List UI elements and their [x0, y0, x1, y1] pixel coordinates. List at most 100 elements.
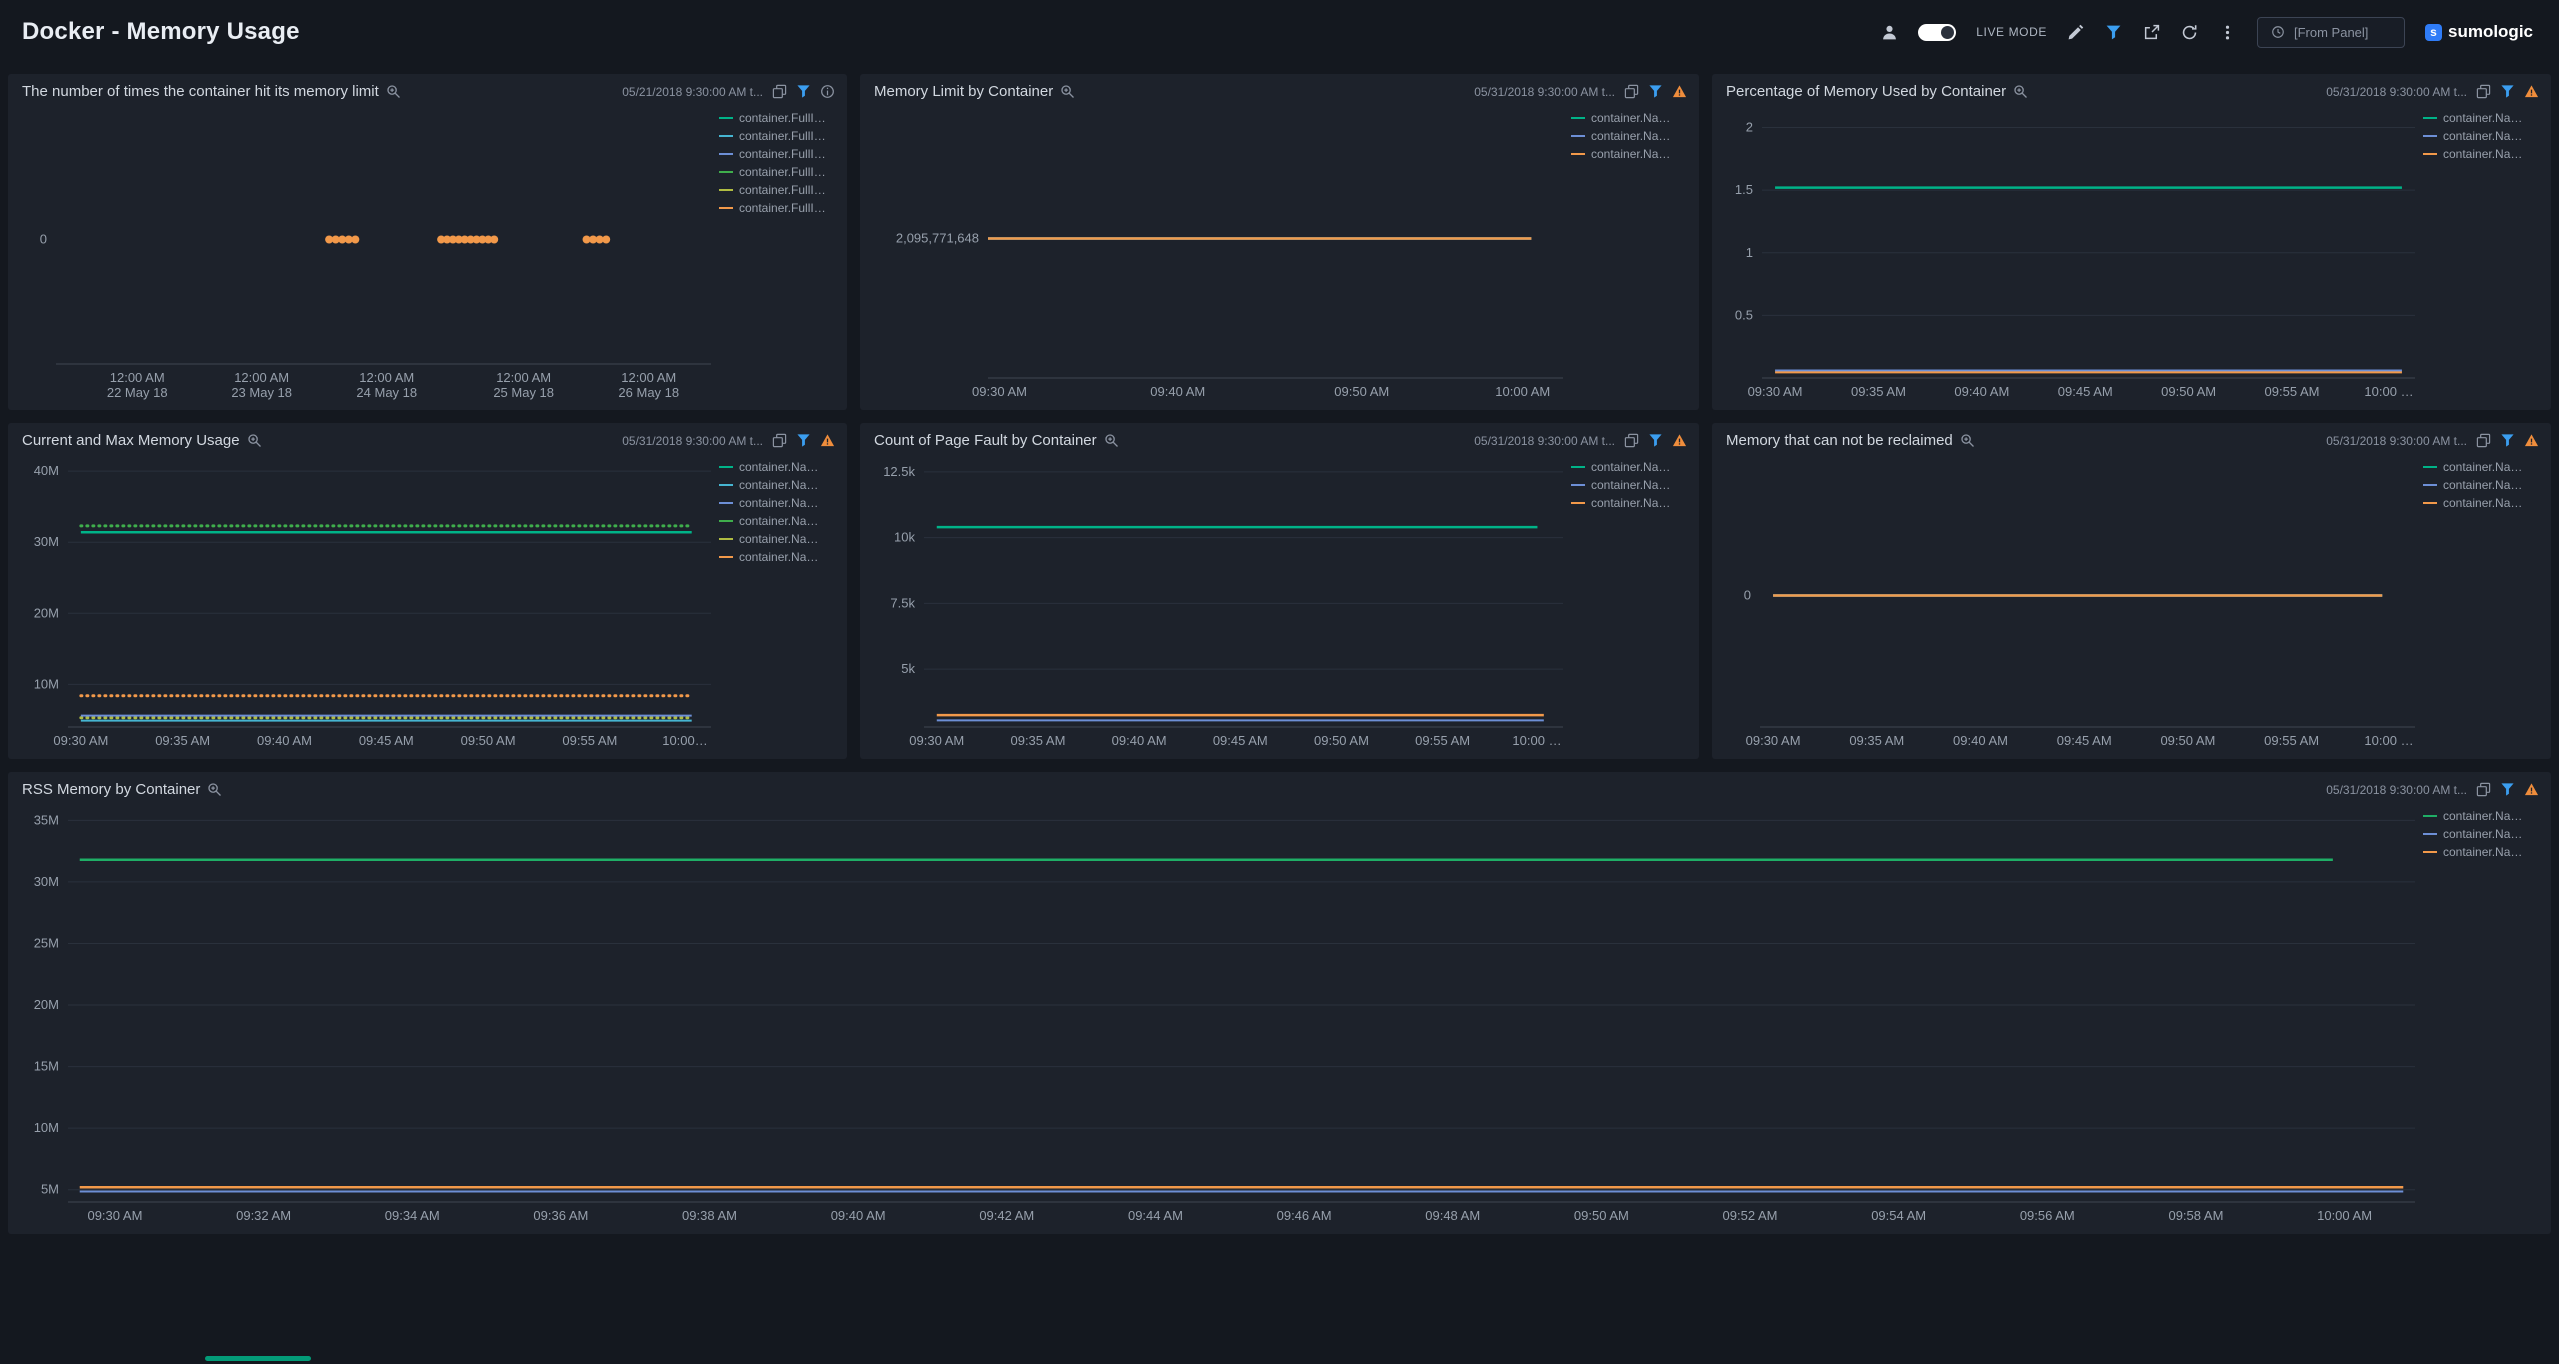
svg-text:09:30 AM: 09:30 AM [909, 733, 964, 748]
page-title: Docker - Memory Usage [22, 18, 300, 46]
legend-item[interactable]: container.Na… [2423, 496, 2543, 510]
legend-item[interactable]: container.Na… [1571, 111, 1691, 125]
chart[interactable]: 5M10M15M20M25M30M35M09:30 AM09:32 AM09:3… [14, 801, 2419, 1234]
zoom-icon[interactable] [207, 782, 222, 797]
legend-item[interactable]: container.Na… [2423, 129, 2543, 143]
legend-item[interactable]: container.Na… [2423, 809, 2543, 823]
copy-icon[interactable] [1624, 433, 1639, 448]
svg-text:22 May 18: 22 May 18 [107, 385, 168, 400]
svg-text:10:00 AM: 10:00 AM [2317, 1208, 2372, 1223]
legend-item[interactable]: container.Na… [1571, 496, 1691, 510]
copy-icon[interactable] [1624, 84, 1639, 99]
chart[interactable]: 012:00 AM22 May 1812:00 AM23 May 1812:00… [14, 103, 715, 410]
panel-filter-icon[interactable] [2500, 433, 2515, 448]
legend-label: container.Na… [739, 496, 818, 510]
warning-icon[interactable] [820, 433, 835, 448]
svg-text:10k: 10k [894, 530, 915, 545]
panel-header: Memory Limit by Container 05/31/2018 9:3… [860, 74, 1699, 103]
info-icon[interactable] [820, 84, 835, 99]
warning-icon[interactable] [1672, 433, 1687, 448]
chart[interactable]: 2,095,771,64809:30 AM09:40 AM09:50 AM10:… [866, 103, 1567, 410]
panel-timestamp: 05/31/2018 9:30:00 AM t... [2326, 85, 2467, 99]
chart[interactable]: 0.511.5209:30 AM09:35 AM09:40 AM09:45 AM… [1718, 103, 2419, 410]
legend-item[interactable]: container.FullI… [719, 183, 839, 197]
share-icon[interactable] [2143, 23, 2161, 41]
zoom-icon[interactable] [1960, 433, 1975, 448]
toggle-knob [1941, 26, 1954, 39]
copy-icon[interactable] [2476, 433, 2491, 448]
zoom-icon[interactable] [2013, 84, 2028, 99]
legend-item[interactable]: container.Na… [2423, 478, 2543, 492]
svg-text:12:00 AM: 12:00 AM [359, 370, 414, 385]
legend-label: container.FullI… [739, 147, 826, 161]
legend-item[interactable]: container.Na… [719, 514, 839, 528]
legend-item[interactable]: container.FullI… [719, 147, 839, 161]
svg-text:09:56 AM: 09:56 AM [2020, 1208, 2075, 1223]
legend-item[interactable]: container.Na… [719, 478, 839, 492]
legend-item[interactable]: container.Na… [2423, 460, 2543, 474]
legend-item[interactable]: container.Na… [1571, 478, 1691, 492]
kebab-menu-icon[interactable] [2219, 23, 2237, 41]
copy-icon[interactable] [772, 433, 787, 448]
svg-text:09:38 AM: 09:38 AM [682, 1208, 737, 1223]
legend-item[interactable]: container.Na… [2423, 827, 2543, 841]
chart[interactable]: 10M20M30M40M09:30 AM09:35 AM09:40 AM09:4… [14, 452, 715, 759]
panel-title: Current and Max Memory Usage [22, 432, 240, 449]
warning-icon[interactable] [2524, 84, 2539, 99]
chart-area: 0.511.5209:30 AM09:35 AM09:40 AM09:45 AM… [1712, 103, 2551, 410]
svg-text:35M: 35M [34, 812, 59, 827]
panel-filter-icon[interactable] [796, 84, 811, 99]
legend-swatch [2423, 851, 2437, 853]
panel-filter-icon[interactable] [1648, 433, 1663, 448]
panel-title: Count of Page Fault by Container [874, 432, 1097, 449]
legend-item[interactable]: container.FullI… [719, 129, 839, 143]
legend-item[interactable]: container.Na… [1571, 147, 1691, 161]
svg-text:12:00 AM: 12:00 AM [496, 370, 551, 385]
legend-item[interactable]: container.FullI… [719, 111, 839, 125]
legend-item[interactable]: container.Na… [2423, 147, 2543, 161]
live-mode-toggle[interactable] [1918, 24, 1956, 41]
legend-label: container.Na… [2443, 478, 2522, 492]
chart-area: 2,095,771,64809:30 AM09:40 AM09:50 AM10:… [860, 103, 1699, 410]
legend-label: container.FullI… [739, 129, 826, 143]
copy-icon[interactable] [772, 84, 787, 99]
time-range-input[interactable]: [From Panel] [2257, 17, 2405, 48]
legend-item[interactable]: container.Na… [719, 532, 839, 546]
legend-item[interactable]: container.Na… [1571, 129, 1691, 143]
zoom-icon[interactable] [386, 84, 401, 99]
legend-item[interactable]: container.Na… [2423, 845, 2543, 859]
zoom-icon[interactable] [1060, 84, 1075, 99]
legend-item[interactable]: container.Na… [719, 496, 839, 510]
panel-filter-icon[interactable] [796, 433, 811, 448]
edit-pencil-icon[interactable] [2067, 23, 2085, 41]
svg-text:09:40 AM: 09:40 AM [1954, 384, 2009, 399]
panel-filter-icon[interactable] [2500, 782, 2515, 797]
zoom-icon[interactable] [247, 433, 262, 448]
filter-icon[interactable] [2105, 23, 2123, 41]
scrollbar-thumb[interactable] [205, 1356, 311, 1361]
svg-text:2,095,771,648: 2,095,771,648 [896, 230, 979, 245]
chart[interactable]: 5k7.5k10k12.5k09:30 AM09:35 AM09:40 AM09… [866, 452, 1567, 759]
panel-filter-icon[interactable] [2500, 84, 2515, 99]
legend-item[interactable]: container.Na… [719, 460, 839, 474]
user-icon[interactable] [1880, 23, 1898, 41]
warning-icon[interactable] [1672, 84, 1687, 99]
legend: container.Na… container.Na… container.Na… [1571, 460, 1691, 510]
svg-text:09:36 AM: 09:36 AM [533, 1208, 588, 1223]
legend-swatch [1571, 502, 1585, 504]
warning-icon[interactable] [2524, 782, 2539, 797]
legend-item[interactable]: container.Na… [2423, 111, 2543, 125]
copy-icon[interactable] [2476, 84, 2491, 99]
refresh-icon[interactable] [2181, 23, 2199, 41]
legend-item[interactable]: container.FullI… [719, 201, 839, 215]
zoom-icon[interactable] [1104, 433, 1119, 448]
legend-item[interactable]: container.FullI… [719, 165, 839, 179]
panel-filter-icon[interactable] [1648, 84, 1663, 99]
legend-item[interactable]: container.Na… [1571, 460, 1691, 474]
legend-item[interactable]: container.Na… [719, 550, 839, 564]
copy-icon[interactable] [2476, 782, 2491, 797]
warning-icon[interactable] [2524, 433, 2539, 448]
svg-text:0: 0 [40, 232, 47, 247]
svg-text:23 May 18: 23 May 18 [231, 385, 292, 400]
chart[interactable]: 009:30 AM09:35 AM09:40 AM09:45 AM09:50 A… [1718, 452, 2419, 759]
